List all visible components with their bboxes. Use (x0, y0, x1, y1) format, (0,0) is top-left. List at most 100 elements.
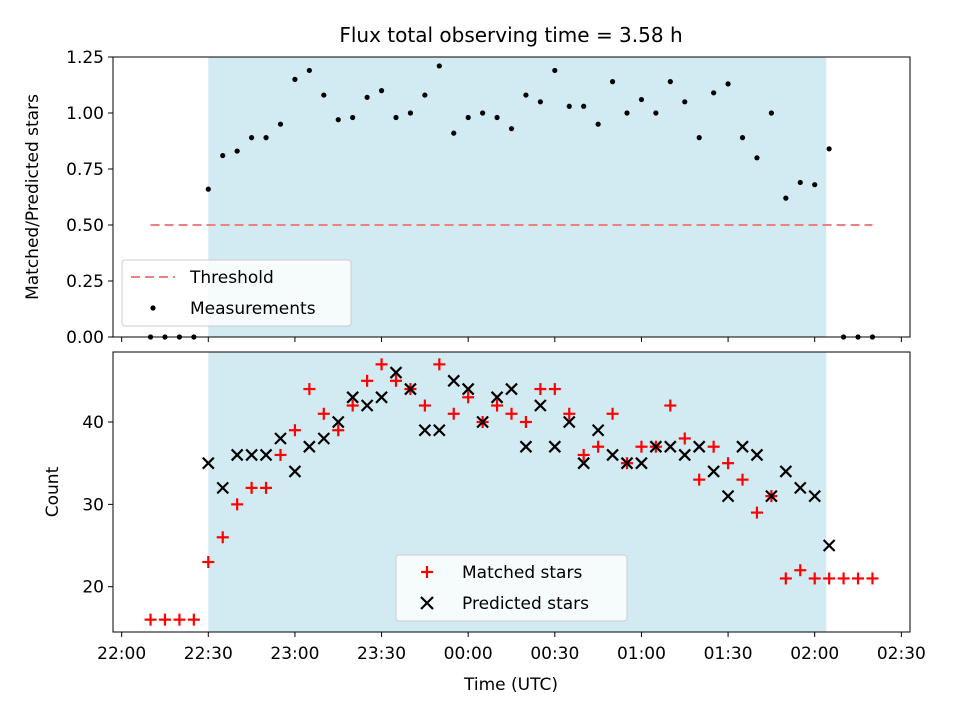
measurement-point (595, 121, 601, 127)
measurements-legend-swatch (150, 305, 156, 311)
predicted-star-point (793, 481, 807, 495)
measurement-point (653, 110, 659, 116)
predicted-star-stroke-b (404, 382, 417, 396)
predicted-star-point (404, 382, 417, 396)
chart-title: Flux total observing time = 3.58 h (339, 23, 682, 47)
matched-star-point (837, 572, 850, 585)
predicted-star-point (692, 440, 706, 453)
matched-star-point (505, 407, 518, 420)
predicted-star-stroke-b (562, 415, 576, 429)
measurement-point (754, 155, 760, 161)
bottom-legend-box (395, 554, 628, 622)
measurement-point (263, 135, 269, 141)
predicted-star-point (375, 391, 388, 404)
predicted-star-point (490, 391, 504, 404)
predicted-star-point (548, 440, 562, 453)
matched-star-point (389, 374, 402, 387)
measurement-point (277, 121, 284, 127)
y-tick-label: 0.00 (66, 328, 104, 348)
x-tick-label: 02:00 (790, 644, 839, 664)
matched-star-point (794, 564, 807, 577)
matched-star-point (317, 407, 330, 420)
predicted-star-point (822, 539, 836, 552)
measurement-point (812, 182, 818, 188)
x-tick-label: 01:00 (617, 644, 666, 664)
predicted-star-stroke-b (765, 489, 778, 503)
x-tick-label: 02:30 (877, 644, 926, 664)
measurement-point (566, 103, 572, 109)
measurement-point (465, 114, 471, 121)
predicted-star-point (750, 448, 764, 462)
predicted-star-stroke-b (678, 448, 692, 462)
predicted-star-stroke-b (721, 489, 735, 503)
matched-star-point (274, 448, 287, 461)
predicted-star-point (779, 465, 793, 478)
matched-star-point (635, 440, 648, 453)
measurement-point (494, 114, 500, 121)
measurement-point (422, 92, 428, 98)
matched-star-point (245, 481, 258, 494)
measurement-point (523, 92, 529, 98)
matched-star-point (563, 407, 576, 420)
measurement-point (364, 94, 370, 100)
measurement-point (234, 148, 240, 154)
predicted-star-stroke-b (736, 440, 749, 453)
predicted-star-point (259, 448, 273, 462)
matched-legend-label: Matched stars (462, 563, 582, 583)
predicted-star-point (505, 382, 518, 396)
predicted-star-point (519, 440, 533, 453)
predicted-star-point (678, 448, 692, 462)
matched-star-point (361, 374, 374, 387)
measurement-point (220, 152, 226, 159)
predicted-star-point (245, 448, 258, 462)
bottom-y-axis-label: Count (43, 466, 63, 517)
predicted-star-stroke-b (793, 481, 807, 495)
matched-star-point (736, 473, 749, 486)
predicted-star-stroke-b (620, 456, 634, 470)
measurement-point (451, 130, 457, 136)
x-tick-label: 01:30 (704, 644, 753, 664)
matched-star-point (534, 383, 547, 396)
predicted-star-stroke-b (591, 423, 605, 437)
matched-star-point (231, 498, 244, 511)
y-tick-label: 30 (82, 495, 104, 515)
predicted-star-point (577, 456, 590, 470)
predicted-star-point (808, 489, 821, 503)
matched-star-point (260, 481, 273, 494)
top-legend-box (121, 259, 352, 327)
matched-star-point (346, 399, 359, 412)
measurement-point (335, 117, 341, 123)
bottom-panel: 20 30 40 22:00 22:30 23:00 23:30 00:00 00:30 01:… (43, 351, 926, 695)
matched-star-point (548, 383, 561, 396)
predicted-star-point (346, 391, 359, 404)
x-tick-label: 22:00 (97, 644, 146, 664)
matched-star-point (678, 432, 691, 445)
predicted-star-stroke-b (461, 382, 475, 396)
measurement-point (797, 179, 803, 186)
predicted-star-stroke-b (649, 440, 663, 453)
x-tick-label: 00:00 (444, 644, 493, 664)
threshold-legend-label: Threshold (189, 268, 274, 288)
predicted-star-point (562, 415, 576, 429)
matched-star-point (779, 572, 792, 585)
y-tick-label: 0.50 (66, 216, 104, 236)
predicted-star-stroke-b (447, 374, 461, 388)
measurement-point (508, 126, 515, 132)
predicted-star-stroke-b (303, 440, 316, 453)
matched-star-point (462, 391, 475, 404)
predicted-star-point (230, 448, 244, 462)
x-axis-label: Time (UTC) (463, 675, 558, 695)
measurement-point (552, 67, 558, 74)
x-tick-label: 22:30 (184, 644, 233, 664)
y-tick-label: 1.00 (66, 104, 104, 124)
predicted-star-stroke-b (202, 456, 215, 470)
measurement-point (306, 67, 312, 74)
predicted-stars-points (202, 366, 836, 552)
predicted-star-point (476, 415, 489, 429)
predicted-star-stroke-b (750, 448, 764, 462)
predicted-star-point (620, 456, 634, 470)
matched-star-point (606, 407, 619, 420)
measurement-point (711, 90, 717, 96)
measurement-point (826, 146, 832, 152)
